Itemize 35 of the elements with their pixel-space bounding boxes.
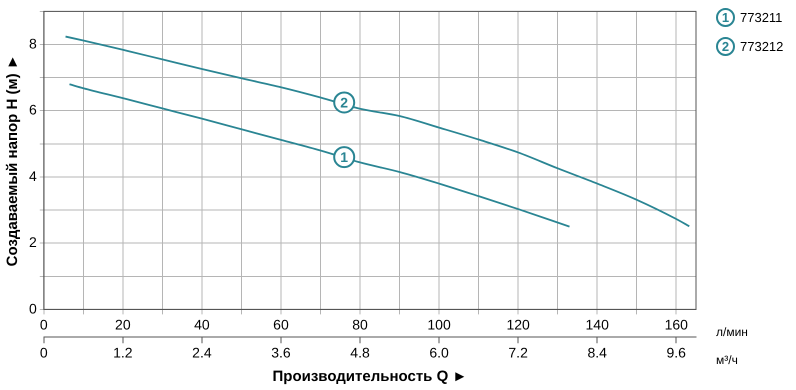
legend-label: 773212 bbox=[740, 38, 784, 54]
y-tick-label: 4 bbox=[28, 168, 37, 184]
y-tick-label: 0 bbox=[28, 300, 37, 316]
x2-tick-label: 9.6 bbox=[666, 344, 686, 360]
text: 1 bbox=[722, 10, 730, 24]
y-tick-label: 2 bbox=[28, 234, 37, 250]
x-tick-label: 160 bbox=[664, 316, 688, 333]
x-tick-label: 20 bbox=[115, 316, 131, 333]
x2-tick-label: 6.0 bbox=[429, 344, 450, 360]
annotation: 1 bbox=[340, 148, 348, 165]
text: м³/ч bbox=[716, 353, 738, 368]
x-tick-label: 40 bbox=[194, 316, 210, 333]
annotation: 2 bbox=[340, 94, 348, 110]
y-tick-label: 6 bbox=[28, 102, 37, 118]
x2-tick-label: 2.4 bbox=[192, 344, 212, 360]
line-series bbox=[64, 36, 690, 228]
x-tick-label: 120 bbox=[506, 316, 530, 333]
x2-tick-label: 7.2 bbox=[508, 344, 528, 360]
x2-tick-label: 3.6 bbox=[271, 344, 291, 360]
x2-tick-label: 1.2 bbox=[113, 344, 133, 360]
text: л/мин bbox=[716, 325, 748, 340]
x-tick-label: 140 bbox=[586, 316, 610, 333]
legend-label: 773211 bbox=[740, 10, 782, 24]
x2-tick-label: 8.4 bbox=[587, 344, 608, 360]
x-tick-label: 60 bbox=[273, 316, 289, 333]
x-tick-label: 0 bbox=[40, 316, 48, 333]
x-axis-title: Производительность Q ► bbox=[272, 368, 468, 386]
y-tick-label: 8 bbox=[28, 35, 37, 52]
x2-tick-label: 0 bbox=[40, 344, 48, 360]
x2-tick-label: 4.8 bbox=[350, 344, 370, 360]
line-series bbox=[68, 83, 570, 228]
x-tick-label: 80 bbox=[352, 316, 368, 333]
y-axis-title: Создаваемый напор H (м) ► bbox=[4, 54, 22, 266]
text: 2 bbox=[722, 38, 730, 54]
x-tick-label: 100 bbox=[427, 316, 451, 333]
